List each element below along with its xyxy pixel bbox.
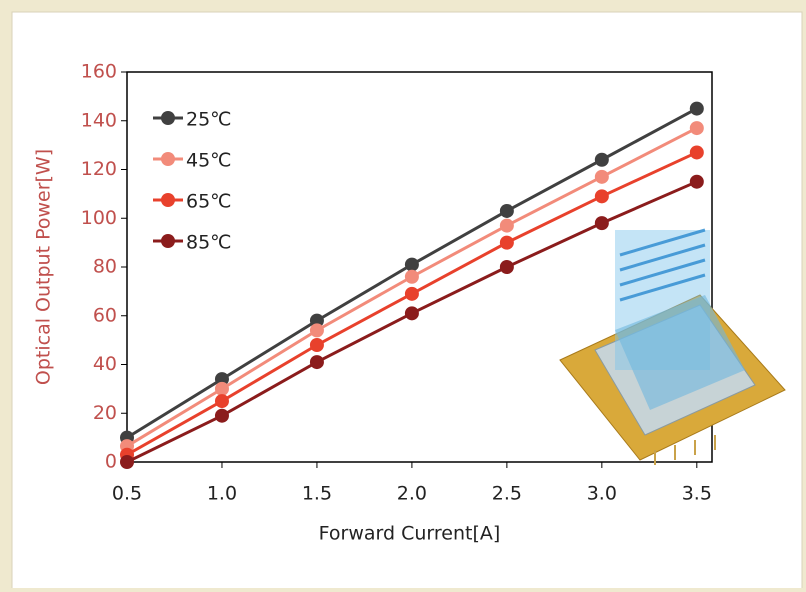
y-axis-label: Optical Output Power[W]	[33, 149, 55, 385]
data-point	[214, 408, 229, 423]
x-tick-label: 2.5	[492, 483, 522, 505]
data-point	[404, 286, 419, 301]
data-point	[214, 394, 229, 409]
plot: 0 20 40 60 80 100 120 140 160 0.5 1.0 1.5 2.0 2.5 3.0 3…	[33, 61, 713, 545]
data-point	[309, 313, 324, 328]
data-point	[309, 338, 324, 352]
panel	[11, 11, 803, 592]
y-tick-label: 20	[93, 402, 117, 424]
data-point	[499, 235, 514, 250]
legend-marker	[161, 152, 175, 166]
y-tick-label: 100	[81, 207, 117, 229]
data-point	[689, 145, 704, 160]
x-tick-label: 3.5	[682, 483, 712, 505]
legend-marker	[161, 234, 175, 248]
data-point	[594, 216, 609, 231]
data-point	[309, 355, 324, 370]
data-point	[689, 174, 704, 189]
y-tick-label: 0	[105, 451, 117, 473]
data-point	[499, 203, 514, 218]
x-tick-label: 3.0	[587, 483, 617, 505]
y-tick-label: 160	[81, 61, 117, 83]
legend-label: 65℃	[186, 191, 232, 213]
legend-label: 25℃	[186, 109, 232, 131]
data-point	[120, 455, 134, 469]
data-point	[499, 218, 514, 233]
data-point	[309, 323, 324, 338]
x-tick-label: 2.0	[397, 483, 427, 505]
data-point	[594, 189, 609, 204]
x-tick-label: 0.5	[112, 483, 142, 505]
data-point	[594, 152, 609, 167]
x-tick-label: 1.5	[302, 483, 332, 505]
x-tick-label: 1.0	[207, 483, 237, 505]
y-tick-label: 80	[93, 256, 117, 278]
y-tick-label: 40	[93, 353, 117, 375]
module-illustration	[559, 228, 786, 465]
data-point	[404, 269, 419, 284]
legend-marker	[161, 111, 175, 125]
data-point	[689, 121, 704, 136]
x-axis-label: Forward Current[A]	[319, 523, 501, 545]
legend-label: 45℃	[186, 150, 232, 172]
legend-marker	[161, 193, 175, 207]
y-tick-label: 60	[93, 304, 117, 326]
data-point	[594, 169, 609, 184]
data-point	[404, 257, 419, 272]
plot-lines: 25℃ 45℃ 65℃ 85℃	[120, 101, 704, 469]
data-point	[214, 372, 229, 387]
data-point	[689, 101, 704, 116]
y-tick-label: 140	[81, 109, 117, 131]
data-point	[404, 306, 419, 321]
data-point	[214, 381, 229, 396]
y-tick-label: 120	[81, 158, 117, 180]
data-point	[499, 260, 514, 274]
legend-label: 85℃	[186, 232, 232, 254]
